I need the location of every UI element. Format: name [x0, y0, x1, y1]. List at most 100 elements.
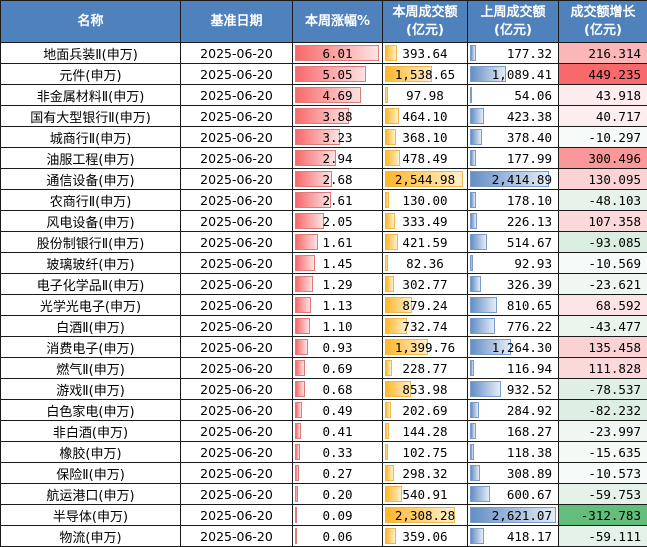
cell-name[interactable]: 元件(申万) — [0, 63, 181, 85]
cell-pct[interactable]: 3.23 — [292, 126, 383, 148]
cell-name[interactable]: 油服工程(申万) — [0, 147, 181, 169]
cell-amt-last[interactable]: 932.52 — [467, 378, 559, 400]
cell-pct[interactable]: 3.88 — [292, 105, 383, 127]
cell-name[interactable]: 农商行Ⅱ(申万) — [0, 189, 181, 211]
cell-name[interactable]: 消费电子(申万) — [0, 336, 181, 358]
cell-amt-last[interactable]: 2,414.89 — [467, 168, 559, 190]
cell-name[interactable]: 城商行Ⅱ(申万) — [0, 126, 181, 148]
cell-amt-this[interactable]: 540.91 — [382, 483, 468, 505]
cell-date[interactable]: 2025-06-20 — [180, 378, 293, 400]
cell-name[interactable]: 地面兵装Ⅱ(申万) — [0, 42, 181, 64]
cell-growth[interactable]: -23.997 — [558, 420, 647, 442]
cell-name[interactable]: 非白酒(申万) — [0, 420, 181, 442]
table-row[interactable]: 地面兵装Ⅱ(申万) 2025-06-20 6.01 393.64 177.32 216.3… — [0, 42, 647, 64]
table-row[interactable]: 半导体(申万) 2025-06-20 0.09 2,308.28 2,621.07 -31… — [0, 504, 647, 526]
table-row[interactable]: 股份制银行Ⅱ(申万) 2025-06-20 1.61 421.59 514.67 -93.… — [0, 231, 647, 253]
table-row[interactable]: 城商行Ⅱ(申万) 2025-06-20 3.23 368.10 378.40 -10.29… — [0, 126, 647, 148]
cell-growth[interactable]: -82.232 — [558, 399, 647, 421]
table-row[interactable]: 游戏Ⅱ(申万) 2025-06-20 0.68 853.98 932.52 -78.537 — [0, 378, 647, 400]
table-row[interactable]: 物流(申万) 2025-06-20 0.06 359.06 418.17 -59.111 — [0, 525, 647, 547]
cell-date[interactable]: 2025-06-20 — [180, 42, 293, 64]
cell-growth[interactable]: -48.103 — [558, 189, 647, 211]
cell-amt-this[interactable]: 333.49 — [382, 210, 468, 232]
cell-growth[interactable]: -15.635 — [558, 441, 647, 463]
cell-amt-last[interactable]: 326.39 — [467, 273, 559, 295]
cell-amt-last[interactable]: 116.94 — [467, 357, 559, 379]
table-row[interactable]: 光学光电子(申万) 2025-06-20 1.13 879.24 810.65 68.59… — [0, 294, 647, 316]
cell-amt-last[interactable]: 54.06 — [467, 84, 559, 106]
cell-amt-last[interactable]: 514.67 — [467, 231, 559, 253]
cell-date[interactable]: 2025-06-20 — [180, 252, 293, 274]
table-row[interactable]: 国有大型银行Ⅱ(申万) 2025-06-20 3.88 464.10 423.38 40.… — [0, 105, 647, 127]
cell-date[interactable]: 2025-06-20 — [180, 189, 293, 211]
cell-growth[interactable]: -78.537 — [558, 378, 647, 400]
cell-amt-this[interactable]: 130.00 — [382, 189, 468, 211]
cell-pct[interactable]: 0.93 — [292, 336, 383, 358]
cell-pct[interactable]: 1.13 — [292, 294, 383, 316]
cell-name[interactable]: 航运港口(申万) — [0, 483, 181, 505]
cell-amt-last[interactable]: 177.99 — [467, 147, 559, 169]
cell-amt-this[interactable]: 102.75 — [382, 441, 468, 463]
cell-growth[interactable]: -10.297 — [558, 126, 647, 148]
cell-pct[interactable]: 2.68 — [292, 168, 383, 190]
cell-growth[interactable]: -312.783 — [558, 504, 647, 526]
cell-amt-last[interactable]: 284.92 — [467, 399, 559, 421]
cell-amt-this[interactable]: 359.06 — [382, 525, 468, 547]
cell-amt-last[interactable]: 378.40 — [467, 126, 559, 148]
cell-amt-last[interactable]: 1,089.41 — [467, 63, 559, 85]
cell-growth[interactable]: 449.235 — [558, 63, 647, 85]
table-row[interactable]: 通信设备(申万) 2025-06-20 2.68 2,544.98 2,414.89 13… — [0, 168, 647, 190]
table-row[interactable]: 玻璃玻纤(申万) 2025-06-20 1.45 82.36 92.93 -10.569 — [0, 252, 647, 274]
cell-name[interactable]: 非金属材料Ⅱ(申万) — [0, 84, 181, 106]
cell-date[interactable]: 2025-06-20 — [180, 147, 293, 169]
cell-amt-this[interactable]: 464.10 — [382, 105, 468, 127]
table-row[interactable]: 消费电子(申万) 2025-06-20 0.93 1,399.76 1,264.30 13… — [0, 336, 647, 358]
cell-amt-last[interactable]: 226.13 — [467, 210, 559, 232]
cell-amt-this[interactable]: 1,538.65 — [382, 63, 468, 85]
cell-pct[interactable]: 0.09 — [292, 504, 383, 526]
cell-pct[interactable]: 0.06 — [292, 525, 383, 547]
table-row[interactable]: 风电设备(申万) 2025-06-20 2.05 333.49 226.13 107.35… — [0, 210, 647, 232]
cell-amt-last[interactable]: 118.38 — [467, 441, 559, 463]
cell-date[interactable]: 2025-06-20 — [180, 294, 293, 316]
cell-growth[interactable]: 107.358 — [558, 210, 647, 232]
cell-growth[interactable]: -10.569 — [558, 252, 647, 274]
cell-amt-last[interactable]: 1,264.30 — [467, 336, 559, 358]
table-row[interactable]: 电子化学品Ⅱ(申万) 2025-06-20 1.29 302.77 326.39 -23.… — [0, 273, 647, 295]
cell-name[interactable]: 白色家电(申万) — [0, 399, 181, 421]
table-row[interactable]: 保险Ⅱ(申万) 2025-06-20 0.27 298.32 308.89 -10.573 — [0, 462, 647, 484]
cell-amt-this[interactable]: 2,544.98 — [382, 168, 468, 190]
cell-amt-this[interactable]: 393.64 — [382, 42, 468, 64]
cell-pct[interactable]: 0.49 — [292, 399, 383, 421]
cell-amt-this[interactable]: 97.98 — [382, 84, 468, 106]
table-row[interactable]: 航运港口(申万) 2025-06-20 0.20 540.91 600.67 -59.75… — [0, 483, 647, 505]
cell-amt-this[interactable]: 144.28 — [382, 420, 468, 442]
cell-name[interactable]: 通信设备(申万) — [0, 168, 181, 190]
cell-amt-this[interactable]: 82.36 — [382, 252, 468, 274]
cell-pct[interactable]: 0.69 — [292, 357, 383, 379]
cell-amt-this[interactable]: 732.74 — [382, 315, 468, 337]
cell-pct[interactable]: 1.61 — [292, 231, 383, 253]
col-header-name[interactable]: 名称 — [0, 0, 181, 43]
cell-name[interactable]: 橡胶(申万) — [0, 441, 181, 463]
cell-pct[interactable]: 2.61 — [292, 189, 383, 211]
cell-amt-this[interactable]: 298.32 — [382, 462, 468, 484]
cell-amt-this[interactable]: 368.10 — [382, 126, 468, 148]
cell-amt-this[interactable]: 421.59 — [382, 231, 468, 253]
cell-growth[interactable]: -43.477 — [558, 315, 647, 337]
cell-name[interactable]: 保险Ⅱ(申万) — [0, 462, 181, 484]
col-header-amt-last[interactable]: 上周成交额 (亿元) — [467, 0, 559, 43]
cell-name[interactable]: 半导体(申万) — [0, 504, 181, 526]
cell-growth[interactable]: -23.621 — [558, 273, 647, 295]
table-row[interactable]: 农商行Ⅱ(申万) 2025-06-20 2.61 130.00 178.10 -48.10… — [0, 189, 647, 211]
cell-date[interactable]: 2025-06-20 — [180, 441, 293, 463]
table-row[interactable]: 油服工程(申万) 2025-06-20 2.94 478.49 177.99 300.49… — [0, 147, 647, 169]
cell-pct[interactable]: 0.41 — [292, 420, 383, 442]
cell-amt-this[interactable]: 202.69 — [382, 399, 468, 421]
cell-pct[interactable]: 4.69 — [292, 84, 383, 106]
cell-growth[interactable]: -93.085 — [558, 231, 647, 253]
cell-date[interactable]: 2025-06-20 — [180, 63, 293, 85]
cell-amt-last[interactable]: 178.10 — [467, 189, 559, 211]
cell-amt-this[interactable]: 478.49 — [382, 147, 468, 169]
cell-date[interactable]: 2025-06-20 — [180, 231, 293, 253]
